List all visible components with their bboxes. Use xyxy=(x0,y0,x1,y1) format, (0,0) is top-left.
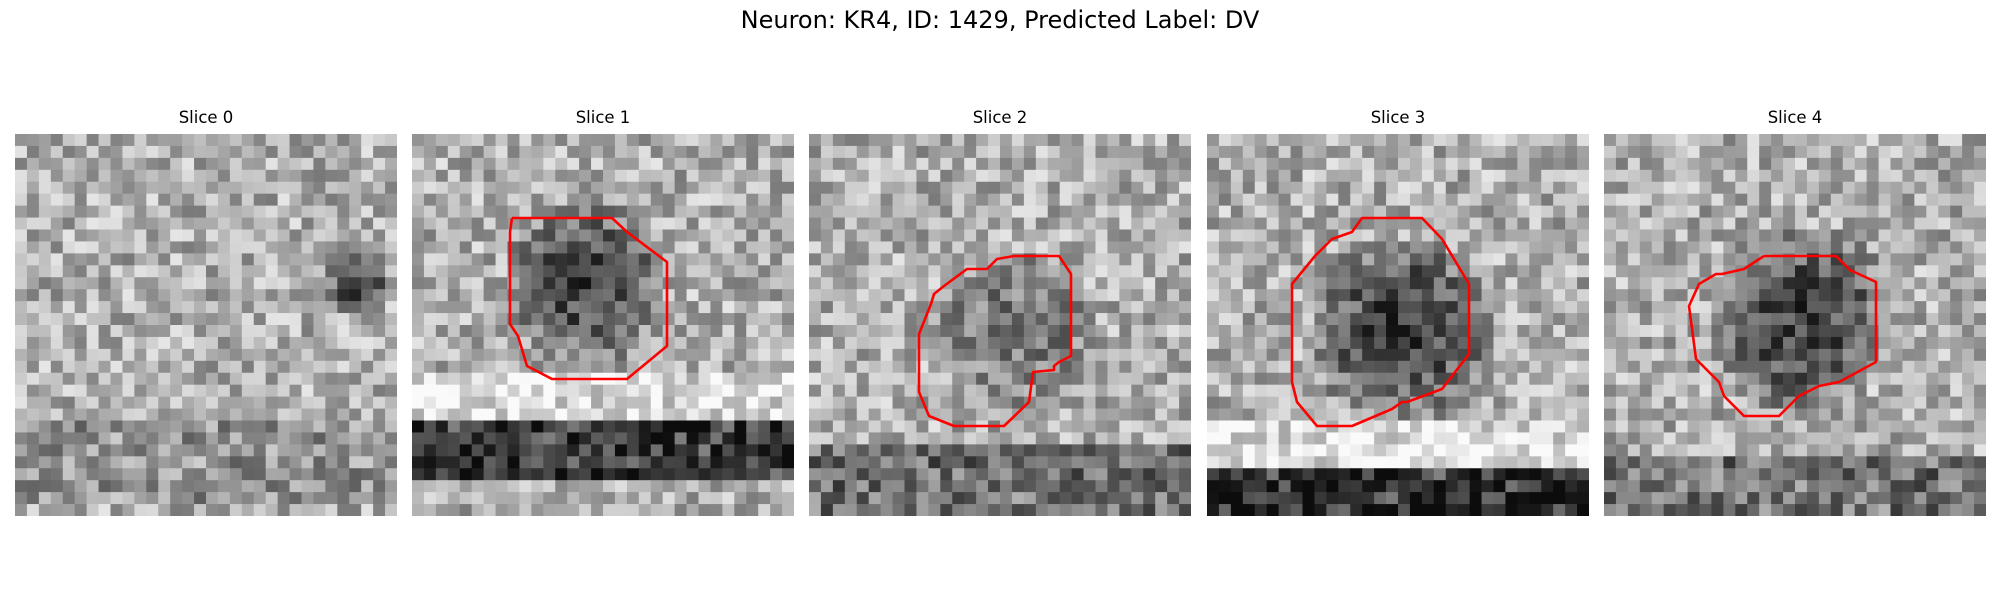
slice-panel-0: Slice 0 xyxy=(15,108,397,518)
slice-panel-3: Slice 3 xyxy=(1207,108,1589,518)
slice-title: Slice 1 xyxy=(575,108,631,127)
slice-panel-4: Slice 4 xyxy=(1604,108,1986,518)
slice-title: Slice 4 xyxy=(1767,108,1823,127)
slice-image xyxy=(1604,134,1986,516)
segmentation-contour xyxy=(1687,254,1878,418)
slice-image xyxy=(1207,134,1589,516)
slice-title: Slice 0 xyxy=(178,108,234,127)
slice-panel-2: Slice 2 xyxy=(809,108,1191,518)
slice-image xyxy=(15,134,397,516)
figure-title: Neuron: KR4, ID: 1429, Predicted Label: … xyxy=(740,6,1260,34)
slice-panel-1: Slice 1 xyxy=(412,108,794,518)
segmentation-contour xyxy=(917,254,1073,428)
slice-title: Slice 2 xyxy=(972,108,1028,127)
slice-image xyxy=(809,134,1191,516)
slice-image xyxy=(412,134,794,516)
slice-title: Slice 3 xyxy=(1370,108,1426,127)
segmentation-contour xyxy=(508,216,669,381)
segmentation-contour xyxy=(1290,216,1471,428)
